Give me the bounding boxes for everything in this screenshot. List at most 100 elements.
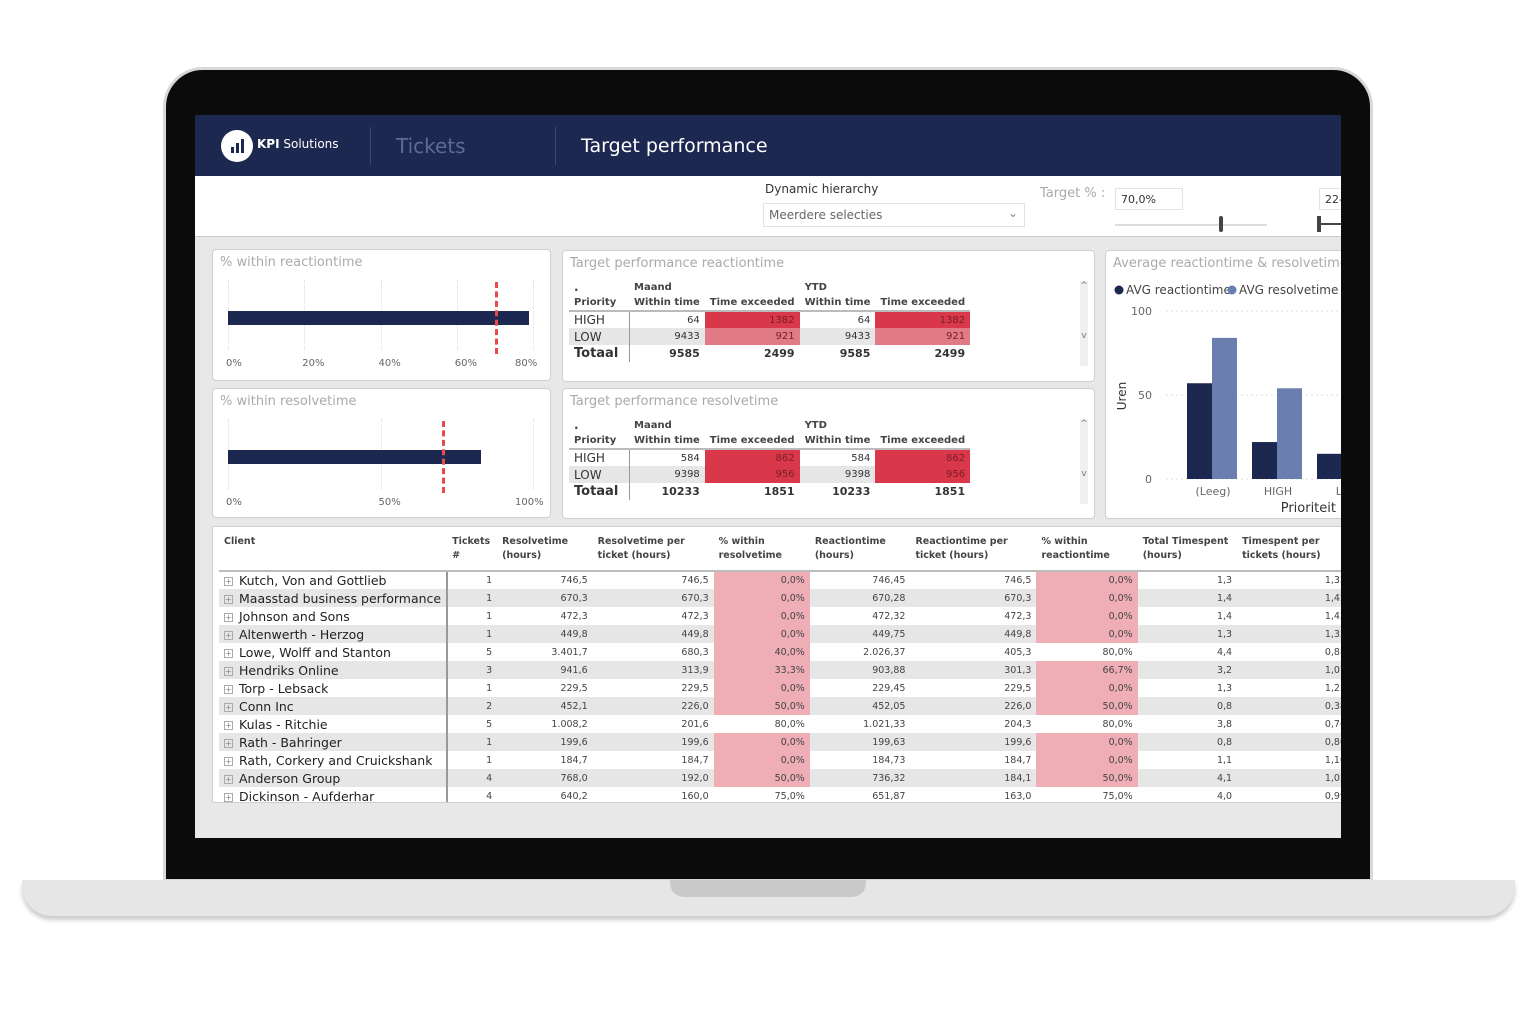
total-cell: 2499 (934, 347, 966, 360)
value-cell: 226,0 (592, 697, 714, 715)
cell-text: 1,07 (1324, 664, 1341, 676)
value-cell: 0,38 (1237, 697, 1341, 715)
target-slider-handle[interactable] (1219, 216, 1223, 232)
expand-icon[interactable]: + (224, 630, 233, 640)
table-row[interactable]: + Kulas - Ritchie 5 1.008,2 201,6 80,0% 1.021,… (219, 715, 1341, 733)
target-line (494, 282, 498, 354)
cell-text: 405,3 (1004, 646, 1032, 658)
cell-text: 0,0% (780, 610, 805, 622)
cell-text: Maasstad business performance (239, 590, 442, 606)
dashboard-screen: KPI Solutions Tickets Target performance… (195, 115, 1341, 838)
value-cell: 651,87 (810, 787, 911, 802)
matrix-cell: 64 (857, 314, 871, 326)
matrix-row[interactable]: LOW 9433 921 9433 921 (569, 328, 971, 345)
value-cell: 229,5 (910, 679, 1036, 697)
cell-text: 1,3 (1216, 682, 1233, 694)
matrix-cell: 1382 (875, 311, 971, 328)
value-cell: 80,0% (1036, 715, 1137, 733)
value-cell: 452,05 (809, 697, 911, 715)
client-table-card: Client Tickets # Resolvetime (hours) Resolv… (212, 526, 1341, 803)
hierarchy-dropdown[interactable]: Meerdere selecties ⌄ (763, 203, 1025, 227)
table-row[interactable]: + Rath, Corkery and Cruickshank 1 184,7 184,… (219, 751, 1341, 769)
value-cell: 0,8 (1137, 733, 1238, 751)
cell-text: 229,5 (1004, 682, 1032, 694)
scrollbar[interactable]: ^ v (1080, 419, 1088, 504)
expand-icon[interactable]: + (224, 612, 233, 622)
table-row[interactable]: + Torp - Lebsack 1 229,5 229,5 0,0% 229,45 229,… (219, 679, 1341, 697)
expand-icon[interactable]: + (224, 666, 233, 676)
cell-text: 1,32 (1324, 575, 1341, 586)
avg-bar-chart: AVG reactiontime AVG resolvetime 100 50 0 (Le… (1114, 283, 1341, 516)
header-cell: Maand (634, 281, 672, 293)
column-header[interactable]: % within reactiontime (1036, 535, 1138, 572)
bar-avg-reactiontime[interactable] (1252, 442, 1277, 479)
client-table: Client Tickets # Resolvetime (hours) Resolv… (219, 535, 1341, 802)
column-header[interactable]: Resolvetime (hours) (497, 535, 593, 572)
column-header[interactable]: Client (219, 535, 448, 572)
expand-icon[interactable]: + (224, 774, 233, 784)
expand-icon[interactable]: + (224, 594, 233, 604)
date-slider-track[interactable] (1319, 223, 1341, 225)
target-input[interactable]: 70,0% (1115, 188, 1183, 210)
scrollbar[interactable]: ^ v (1080, 281, 1088, 366)
matrix-row[interactable]: HIGH 64 1382 64 1382 (569, 311, 971, 328)
expand-icon[interactable]: + (224, 648, 233, 658)
cell-text: 0,0% (1108, 610, 1133, 622)
table-row[interactable]: + Lowe, Wolff and Stanton 5 3.401,7 680,3 40,… (219, 643, 1341, 661)
table-row[interactable]: + Rath - Bahringer 1 199,6 199,6 0,0% 199,63 19… (219, 733, 1341, 751)
cell-text: 0,0% (1108, 628, 1133, 640)
cell-text: 472,3 (681, 610, 709, 622)
bar-avg-resolvetime[interactable] (1212, 337, 1237, 479)
cell-text: 746,5 (1004, 575, 1032, 586)
table-row[interactable]: + Altenwerth - Herzog 1 449,8 449,8 0,0% 449,7… (219, 625, 1341, 643)
tab-tickets[interactable]: Tickets (396, 134, 466, 158)
expand-icon[interactable]: + (224, 720, 233, 730)
cell-text: 0,8 (1216, 736, 1233, 748)
cell-text: 680,3 (681, 646, 709, 658)
expand-icon[interactable]: + (224, 738, 233, 748)
expand-icon[interactable]: + (224, 684, 233, 694)
bar-avg-reactiontime[interactable] (1317, 453, 1341, 479)
expand-icon[interactable]: + (224, 792, 233, 802)
value-cell: 3.401,7 (497, 643, 593, 661)
table-row[interactable]: + Kutch, Von and Gottlieb 1 746,5 746,5 0,0% 7… (219, 571, 1341, 589)
table-row[interactable]: + Maasstad business performance 1 670,3 670,… (219, 589, 1341, 607)
date-input[interactable]: 22- (1319, 188, 1341, 210)
y-tick: 50 (1138, 389, 1152, 402)
column-header[interactable]: % within resolvetime (713, 535, 810, 572)
column-header[interactable]: Reactiontime per ticket (hours) (910, 535, 1037, 572)
table-row[interactable]: + Dickinson - Aufderhar 4 640,2 160,0 75,0% 65… (219, 787, 1341, 802)
column-header[interactable]: Resolvetime per ticket (hours) (592, 535, 714, 572)
matrix-row[interactable]: HIGH 584 862 584 862 (569, 449, 971, 466)
expand-icon[interactable]: + (224, 756, 233, 766)
client-cell: + Altenwerth - Herzog (219, 625, 449, 643)
column-header[interactable]: Timespent per tickets (hours) (1237, 535, 1341, 572)
expand-icon[interactable]: + (224, 702, 233, 712)
column-header[interactable]: Total Timespent (hours) (1137, 535, 1238, 572)
table-row[interactable]: + Hendriks Online 3 941,6 313,9 33,3% 903,88 30… (219, 661, 1341, 679)
value-cell: 75,0% (1036, 787, 1137, 802)
bar-avg-reactiontime[interactable] (1187, 383, 1212, 479)
matrix-cell: 956 (875, 466, 971, 483)
cell-text: 941,6 (560, 664, 588, 676)
expand-icon[interactable]: + (224, 577, 233, 586)
cell-text: 0,38 (1324, 700, 1341, 712)
cell-text: 1,4 (1216, 610, 1233, 622)
table-row[interactable]: + Conn Inc 2 452,1 226,0 50,0% 452,05 226,0 50,0… (219, 697, 1341, 715)
bar-avg-resolvetime[interactable] (1277, 388, 1302, 479)
column-header[interactable]: Reactiontime (hours) (809, 535, 911, 572)
total-label: Totaal (569, 483, 630, 500)
priority-label: LOW (569, 328, 630, 345)
column-header[interactable]: Tickets # (447, 535, 498, 572)
table-row[interactable]: + Anderson Group 4 768,0 192,0 50,0% 736,32 184… (219, 769, 1341, 787)
value-cell: 1 (447, 571, 497, 589)
cell-text: 199,6 (560, 736, 588, 748)
client-cell: + Rath, Corkery and Cruickshank (219, 751, 449, 769)
cell-text: 50,0% (774, 772, 805, 784)
matrix-row[interactable]: LOW 9398 956 9398 956 (569, 466, 971, 483)
target-slider-track[interactable] (1115, 224, 1267, 226)
total-label: Totaal (569, 345, 630, 362)
table-row[interactable]: + Johnson and Sons 1 472,3 472,3 0,0% 472,32 47… (219, 607, 1341, 625)
value-bar (228, 450, 482, 464)
value-cell: 746,5 (593, 571, 714, 589)
